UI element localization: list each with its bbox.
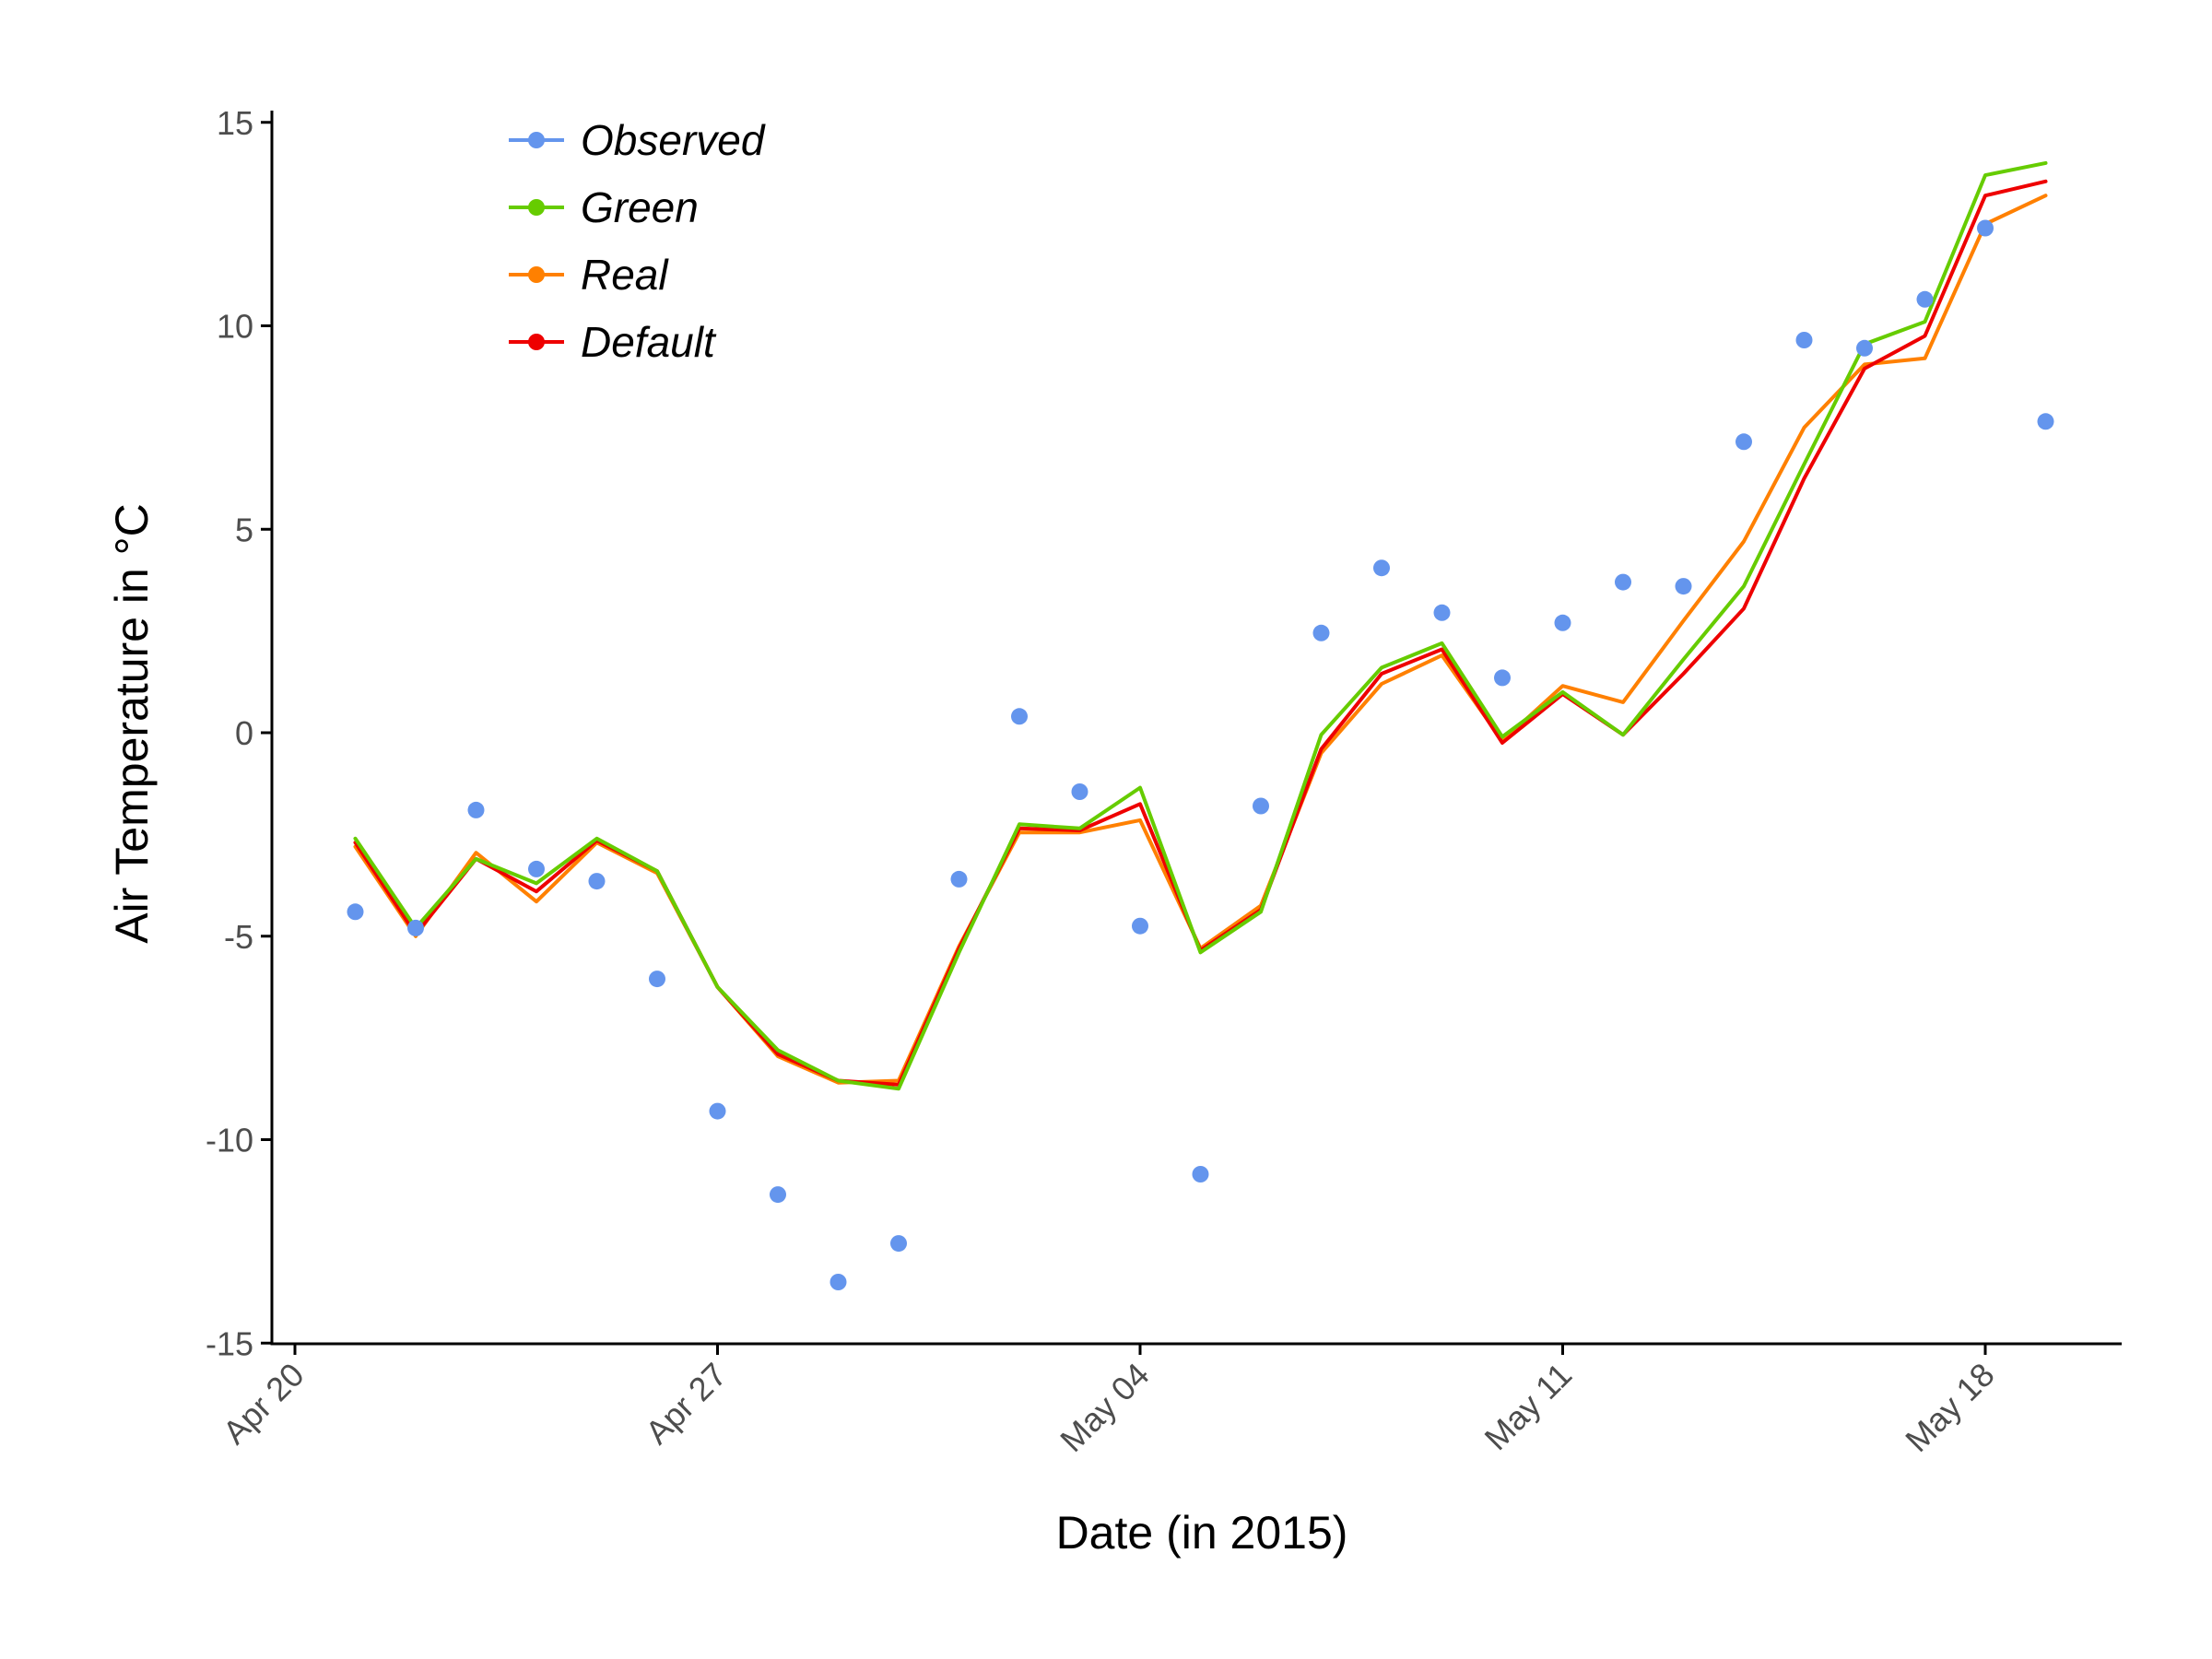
data-point-observed [1916, 290, 1934, 308]
y-tick-label: 5 [235, 511, 253, 548]
axes: -15 -10 -5 0 5 10 15 Apr 20 Apr 27 May 04 May 11 Ma… [206, 104, 2122, 1459]
data-point-observed [1675, 578, 1692, 595]
data-point-observed [1615, 573, 1631, 591]
series-line-green [353, 160, 2048, 1091]
data-point-observed [830, 1274, 847, 1290]
legend-item-default: Default [509, 318, 717, 366]
x-tick-label: Apr 27 [638, 1356, 734, 1452]
data-point-observed [1795, 332, 1813, 348]
legend-item-real: Real [509, 251, 669, 299]
data-point-observed [2037, 413, 2054, 430]
legend-key-point [528, 334, 545, 350]
series-layer [347, 160, 2054, 1290]
legend-label: Real [581, 251, 669, 299]
data-point-observed [649, 971, 665, 988]
data-point-observed [1071, 783, 1088, 800]
data-point-observed [1977, 219, 1994, 237]
data-point-observed [1132, 917, 1148, 935]
data-point-observed [407, 919, 424, 936]
legend-item-observed: Observed [509, 116, 766, 164]
data-point-observed [1253, 797, 1269, 815]
data-point-observed [709, 1102, 726, 1120]
x-tick-label: May 04 [1053, 1356, 1156, 1459]
y-tick-label: -5 [224, 918, 253, 956]
data-point-observed [770, 1186, 786, 1204]
x-tick-label: May 18 [1898, 1356, 2001, 1459]
data-point-observed [347, 903, 364, 921]
data-point-observed [1192, 1166, 1209, 1182]
y-tick-label: 10 [217, 308, 253, 346]
legend-label: Default [581, 318, 717, 366]
data-point-observed [588, 873, 606, 890]
legend-key-point [528, 132, 545, 148]
data-point-observed [1554, 614, 1571, 631]
y-tick-label: 0 [235, 714, 253, 752]
legend-label: Observed [581, 116, 766, 164]
data-point-observed [1735, 433, 1752, 451]
y-tick-label: -10 [206, 1122, 253, 1159]
data-point-observed [467, 801, 485, 818]
data-point-observed [1011, 708, 1028, 725]
legend-key-point [528, 199, 545, 216]
data-point-observed [890, 1235, 907, 1253]
data-point-observed [950, 870, 968, 888]
y-tick-label: -15 [206, 1324, 253, 1362]
y-axis-title: Air Temperature in °C [106, 503, 158, 944]
legend-item-green: Green [509, 183, 699, 231]
legend-label: Green [581, 183, 699, 231]
y-tick-label: 15 [217, 104, 253, 142]
data-point-observed [1433, 604, 1451, 621]
x-tick-label: May 11 [1477, 1356, 1580, 1458]
data-point-observed [1494, 669, 1511, 687]
x-axis-title: Date (in 2015) [1056, 1507, 1348, 1559]
x-tick-label: Apr 20 [216, 1356, 312, 1452]
legend-key-point [528, 266, 545, 283]
data-point-observed [1373, 559, 1390, 577]
data-point-observed [1312, 624, 1330, 641]
legend: Observed Green Real Default [509, 116, 766, 366]
data-point-observed [528, 860, 545, 877]
data-point-observed [1856, 339, 1873, 357]
